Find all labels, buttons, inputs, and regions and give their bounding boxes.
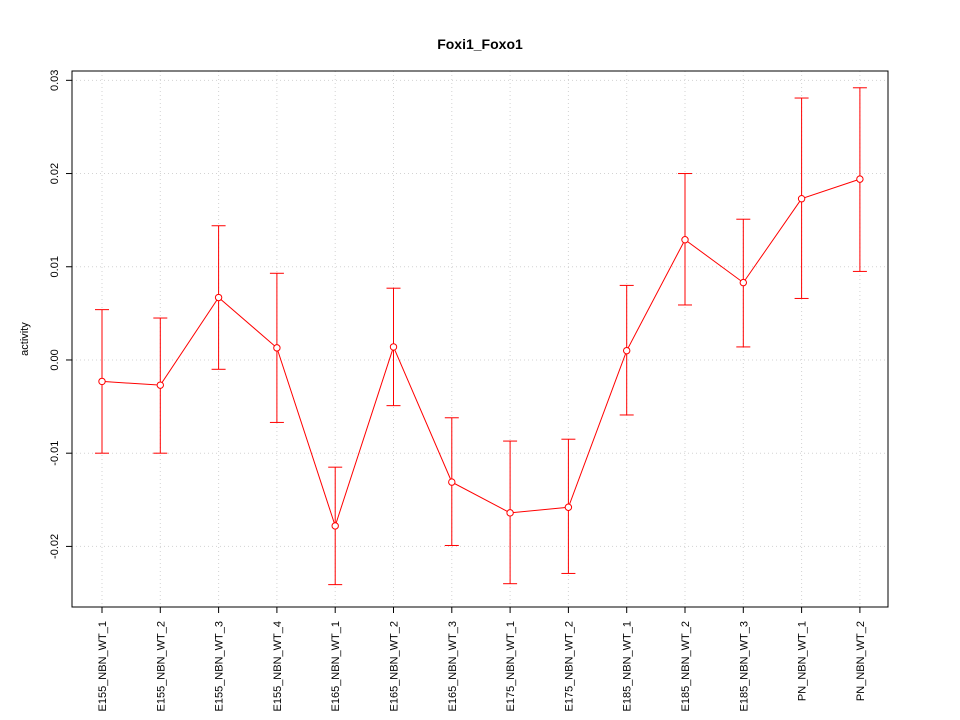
data-point: [389, 343, 398, 351]
x-tick-label: E175_NBN_WT_2: [563, 621, 575, 712]
data-point: [623, 346, 631, 355]
axis-layer: -0.02 -0.01 0.00 0.01 0.02 0.03 E155_NBN_WT_1 E…: [49, 70, 867, 712]
y-tick-label: 0.02: [49, 163, 61, 184]
data-point: [797, 195, 806, 203]
data-point: [273, 344, 281, 352]
y-tick-label: 0.00: [49, 349, 61, 370]
x-tick-label: PN_NBN_WT_2: [855, 621, 867, 701]
x-tick-label: E155_NBN_WT_3: [214, 621, 226, 712]
y-tick-label: 0.03: [49, 70, 61, 91]
y-tick-label: -0.02: [49, 534, 61, 559]
y-axis-label: activity: [19, 322, 31, 356]
plot-frame: [71, 70, 889, 608]
y-tick-label: -0.01: [49, 441, 61, 466]
x-tick-label: E155_NBN_WT_1: [97, 621, 109, 712]
data-point: [156, 381, 165, 389]
x-tick-label: E185_NBN_WT_3: [738, 621, 750, 712]
data-point: [448, 478, 456, 486]
chart-title: Foxi1_Foxo1: [437, 36, 523, 52]
x-tick-label: E165_NBN_WT_1: [330, 621, 342, 712]
series-line: [101, 178, 861, 528]
data-point: [564, 503, 573, 511]
x-tick-label: E165_NBN_WT_2: [389, 621, 401, 712]
data-point: [856, 175, 864, 183]
x-tick-label: E185_NBN_WT_1: [622, 621, 634, 712]
y-tick-label: 0.01: [49, 256, 61, 277]
data-point: [681, 236, 689, 244]
x-tick-label: E185_NBN_WT_2: [680, 621, 692, 712]
data-point: [506, 509, 514, 517]
data-point: [331, 522, 339, 530]
x-tick-label: PN_NBN_WT_1: [797, 621, 809, 701]
x-tick-label: E155_NBN_WT_4: [272, 621, 284, 712]
grid-layer: [72, 71, 888, 607]
x-tick-label: E155_NBN_WT_2: [155, 621, 167, 712]
x-tick-label: E175_NBN_WT_1: [505, 621, 517, 712]
data-point: [98, 377, 106, 386]
data-layer: [95, 87, 867, 586]
data-point: [739, 278, 747, 287]
data-point: [214, 293, 223, 302]
x-tick-label: E165_NBN_WT_3: [447, 621, 459, 712]
